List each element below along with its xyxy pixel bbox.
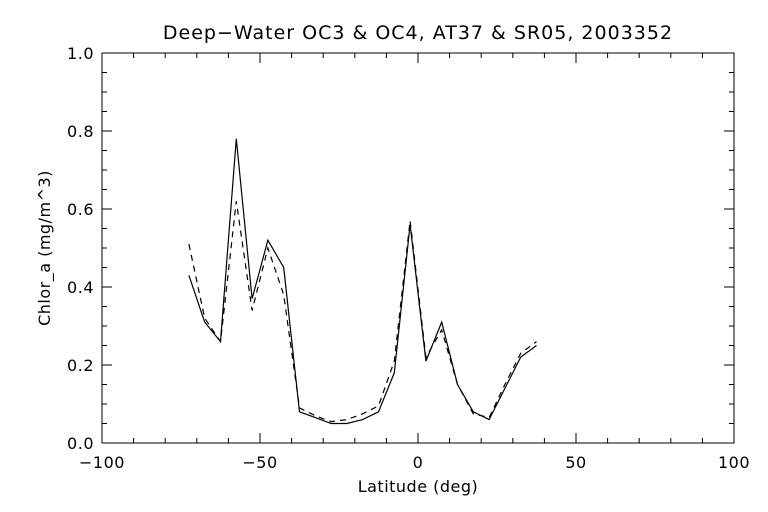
y-tick-label: 0.2 <box>67 356 94 375</box>
series-line-solid <box>188 138 537 425</box>
y-tick-label: 1.0 <box>67 44 94 63</box>
y-axis-label: Chlor_a (mg/m^3) <box>35 170 55 326</box>
x-axis-ticks: −100 −50 0 50 100 <box>79 53 750 472</box>
x-axis-label: Latitude (deg) <box>358 477 479 496</box>
x-tick-label: 100 <box>718 453 750 472</box>
x-tick-label: 50 <box>565 453 586 472</box>
y-tick-label: 0.8 <box>67 122 94 141</box>
x-tick-label: −50 <box>242 453 277 472</box>
series-line-dashed <box>188 201 537 423</box>
y-tick-label: 0.0 <box>67 434 94 453</box>
plot-frame <box>101 52 735 444</box>
series-layer <box>188 138 537 425</box>
chart-title: Deep−Water OC3 & OC4, AT37 & SR05, 20033… <box>163 22 673 44</box>
y-tick-label: 0.4 <box>67 278 94 297</box>
y-axis-ticks: 0.0 0.2 0.4 0.6 0.8 1.0 <box>67 44 734 453</box>
x-tick-label: 0 <box>413 453 424 472</box>
y-tick-label: 0.6 <box>67 200 94 219</box>
x-tick-label: −100 <box>79 453 125 472</box>
